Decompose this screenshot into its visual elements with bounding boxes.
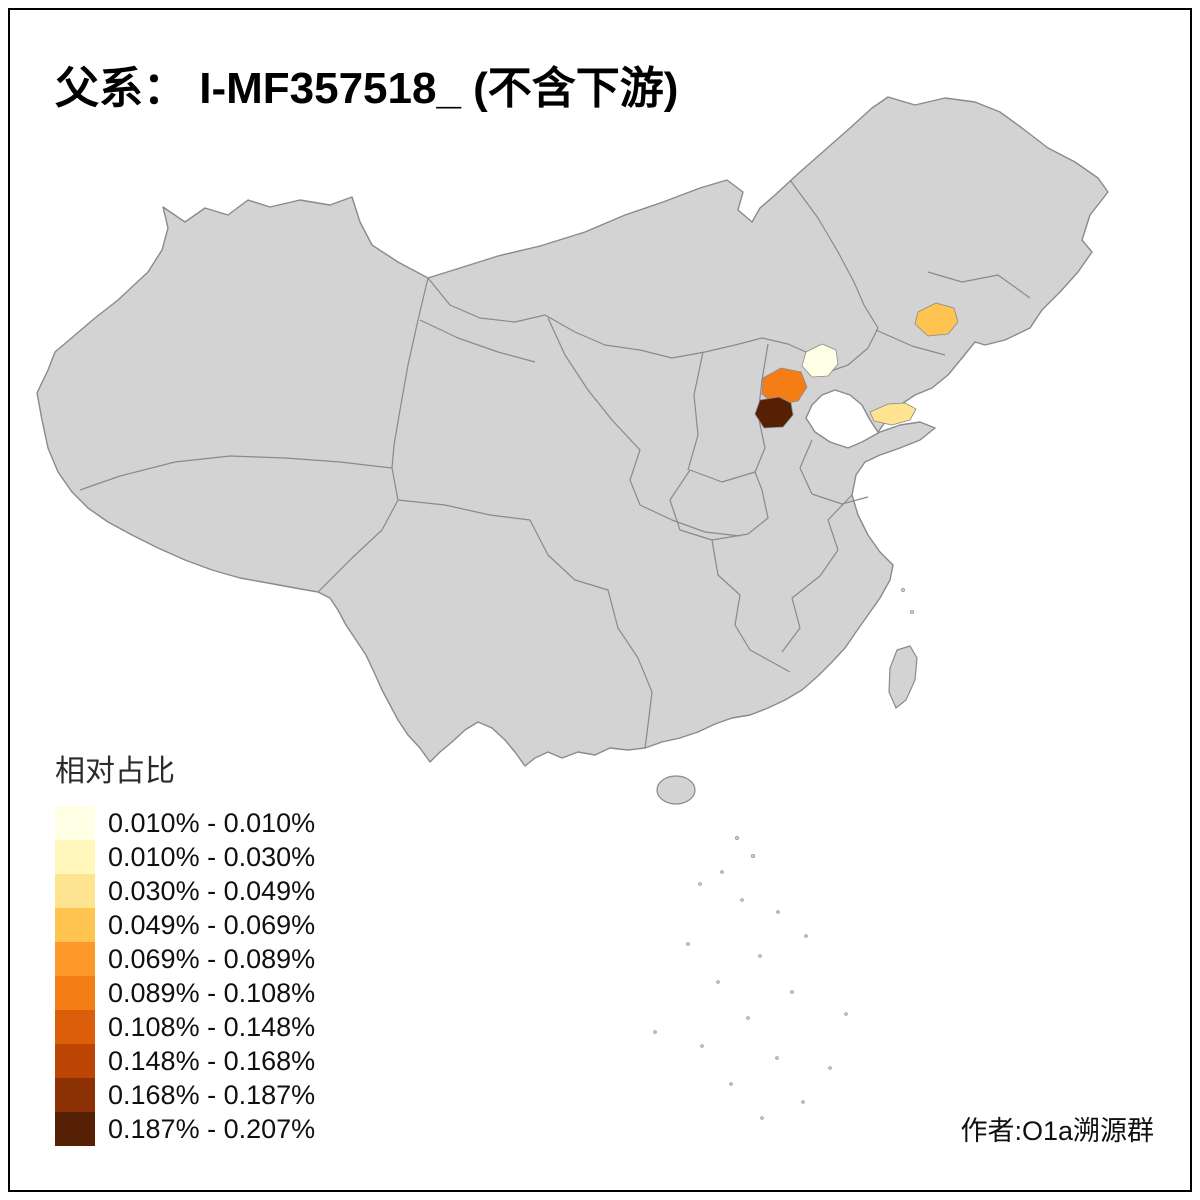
legend-item-label: 0.030% - 0.049% [108,875,316,906]
legend-item: 0.108% - 0.148% [55,1010,315,1044]
legend-items: 0.010% - 0.010% 0.010% - 0.030% 0.030% - 0… [55,806,315,1146]
legend-swatch [55,1112,95,1146]
legend-swatch [55,976,95,1010]
legend-item: 0.187% - 0.207% [55,1112,315,1146]
legend-item-label: 0.089% - 0.108% [108,977,316,1008]
legend-swatch [55,1044,95,1078]
legend-item: 0.069% - 0.089% [55,942,315,976]
legend-swatch [55,806,95,840]
taiwan-island [888,645,918,709]
legend-item-label: 0.168% - 0.187% [108,1079,316,1110]
legend-item: 0.089% - 0.108% [55,976,315,1010]
legend-item: 0.010% - 0.010% [55,806,315,840]
region-hebei-central [761,367,808,406]
legend: 相对占比 0.010% - 0.010% 0.010% - 0.030% 0.030… [55,746,315,1146]
south-china-sea-islands [653,588,915,1120]
legend-swatch [55,840,95,874]
province-borders [79,179,1031,749]
legend-item: 0.049% - 0.069% [55,908,315,942]
legend-item-label: 0.049% - 0.069% [108,909,316,940]
legend-swatch [55,908,95,942]
legend-item-label: 0.069% - 0.089% [108,943,316,974]
legend-item-label: 0.010% - 0.030% [108,841,316,872]
attribution: 作者:O1a溯源群 [960,1116,1154,1146]
legend-item: 0.010% - 0.030% [55,840,315,874]
hainan-island [656,775,696,805]
legend-swatch [55,1010,95,1044]
legend-item: 0.030% - 0.049% [55,874,315,908]
legend-swatch [55,874,95,908]
legend-item: 0.148% - 0.168% [55,1044,315,1078]
legend-item-label: 0.108% - 0.148% [108,1011,316,1042]
legend-item-label: 0.187% - 0.207% [108,1113,316,1144]
legend-item-label: 0.010% - 0.010% [108,807,316,838]
region-hebei-south [754,396,794,429]
region-shandong-peninsula [869,402,917,426]
legend-item: 0.168% - 0.187% [55,1078,315,1112]
region-beijing [801,343,839,378]
legend-swatch [55,942,95,976]
legend-swatch [55,1078,95,1112]
page-title: 父系： I-MF357518_ (不含下游) [55,64,679,113]
legend-item-label: 0.148% - 0.168% [108,1045,316,1076]
china-mainland [36,96,1109,767]
legend-title: 相对占比 [55,755,175,788]
region-jilin [914,302,959,337]
highlighted-regions [754,302,959,429]
